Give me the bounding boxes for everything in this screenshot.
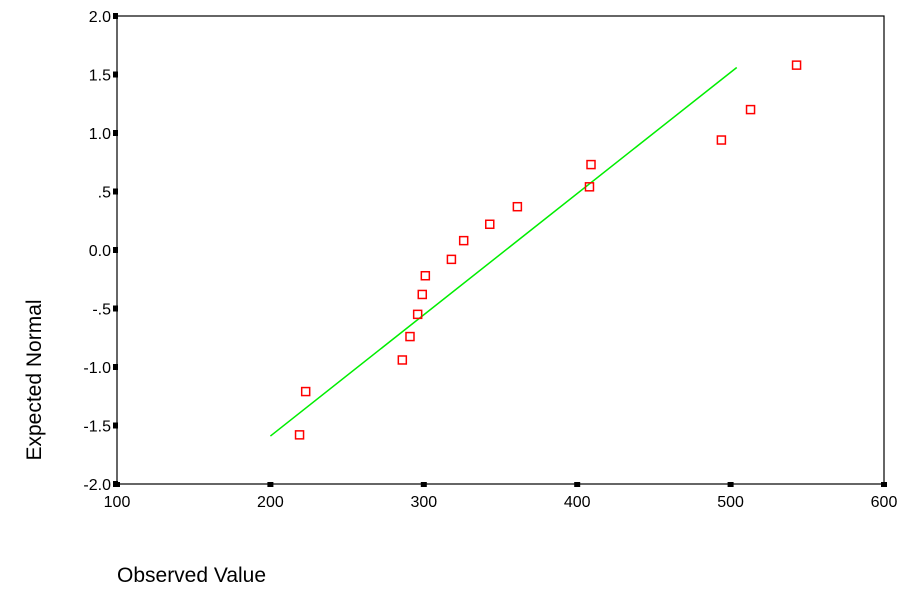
plot-frame: [116, 15, 885, 485]
data-point: [446, 254, 457, 265]
x-tick-mark: [881, 482, 887, 487]
data-point: [584, 182, 595, 192]
y-axis-title: Expected Normal: [23, 299, 46, 460]
y-tick-label: -2.0: [83, 477, 111, 494]
data-point: [300, 386, 311, 397]
y-tick-label: 2.0: [89, 9, 111, 26]
y-tick-label: -1.0: [83, 360, 111, 377]
data-point: [485, 219, 495, 230]
data-point: [294, 430, 305, 440]
y-tick-label: 1.0: [89, 126, 111, 143]
x-tick-mark: [727, 482, 734, 487]
x-tick-mark: [420, 482, 427, 487]
y-tick-mark: [113, 13, 118, 19]
data-point: [420, 270, 431, 281]
y-tick-mark: [113, 130, 118, 136]
x-tick-label: 400: [564, 494, 591, 511]
x-tick-label: 600: [871, 494, 898, 511]
y-tick-mark: [113, 247, 118, 253]
y-axis-ticks: 2.0 1.5 1.0 .5 0.0 -.5 -1.0 -1.5 -2.0: [83, 9, 118, 494]
x-tick-label: 200: [257, 494, 284, 511]
data-point: [412, 309, 423, 320]
data-point: [417, 289, 428, 300]
y-tick-label: .5: [98, 185, 111, 202]
y-tick-mark: [113, 305, 118, 312]
x-axis-title: Observed Value: [117, 564, 266, 587]
y-tick-mark: [113, 71, 118, 78]
x-tick-label: 500: [717, 494, 744, 511]
data-point: [405, 331, 415, 342]
data-point: [512, 201, 523, 212]
data-point: [586, 159, 596, 170]
x-tick-label: 100: [104, 494, 131, 511]
x-tick-mark: [267, 482, 274, 487]
series-layer: [269, 60, 802, 440]
y-tick-label: 0.0: [89, 243, 111, 260]
data-point: [397, 355, 408, 365]
expected-normal-line: [269, 66, 738, 437]
data-point: [791, 60, 802, 70]
x-tick-label: 300: [410, 494, 437, 511]
y-tick-mark: [113, 422, 118, 429]
x-tick-mark: [574, 482, 581, 487]
y-tick-label: -1.5: [83, 419, 111, 436]
data-point: [745, 104, 756, 115]
y-tick-mark: [113, 188, 118, 195]
x-axis-ticks: 100 200 300 400 500 600: [104, 482, 898, 511]
data-point: [458, 235, 469, 246]
x-tick-mark: [114, 482, 120, 487]
y-tick-label: -.5: [92, 302, 111, 319]
y-tick-mark: [113, 364, 118, 370]
y-tick-label: 1.5: [89, 68, 111, 85]
data-point: [716, 135, 727, 145]
